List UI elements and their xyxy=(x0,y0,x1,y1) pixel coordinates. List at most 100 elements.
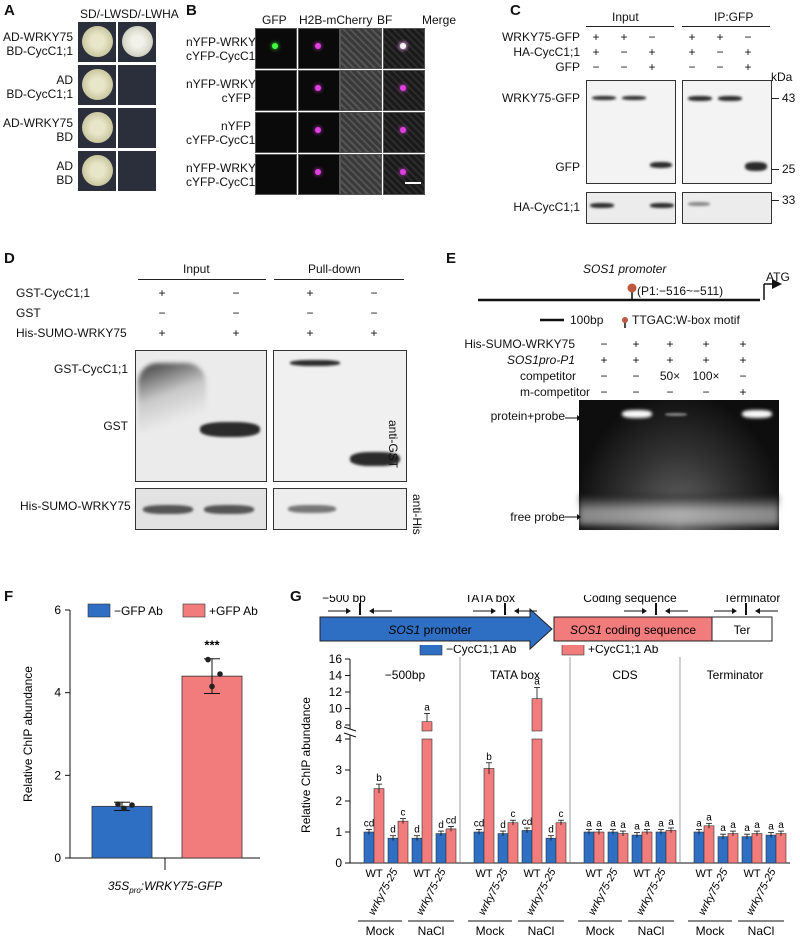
sign: − xyxy=(158,306,166,320)
micrograph xyxy=(298,154,340,195)
e-scale: 100bp xyxy=(570,313,604,327)
c-row-label: HA-CycC1;1 xyxy=(513,45,580,59)
y-tick-label: 4 xyxy=(54,686,61,700)
group-title: TATA box xyxy=(490,668,540,682)
bar xyxy=(665,830,677,864)
sign: + xyxy=(232,326,240,340)
panel-a-label: A xyxy=(4,2,15,19)
significance-letter: d xyxy=(390,825,396,836)
treatment-label: Mock xyxy=(476,924,506,937)
significance-letter: cd xyxy=(522,817,533,828)
legend-label: −CycC1;1 Ab xyxy=(446,645,517,656)
sign: + xyxy=(592,45,600,59)
y-tick-label: 1 xyxy=(335,825,342,839)
primer-reverse-head xyxy=(514,608,519,614)
panel-e-label: E xyxy=(446,250,457,267)
e-free-probe: free probe xyxy=(510,510,565,524)
sign: 100× xyxy=(692,369,720,383)
y-tick-label: 3 xyxy=(335,763,342,777)
y-tick-label: 10 xyxy=(329,702,343,716)
sign: − xyxy=(232,286,240,300)
bar xyxy=(507,822,519,864)
nucleus-signal xyxy=(400,43,406,49)
antibody-anti-gst: anti-GST xyxy=(386,420,400,469)
nucleus-signal xyxy=(315,43,321,49)
yeast-spot xyxy=(82,112,113,143)
c-band-wrky75-gfp: WRKY75-GFP xyxy=(501,91,580,105)
e-protein-probe: protein+probe xyxy=(490,409,565,423)
sign: + xyxy=(739,385,747,399)
treatment-label: NaCl xyxy=(528,924,555,937)
band xyxy=(742,410,772,418)
y-tick-label: 16 xyxy=(329,652,343,666)
significance-letter: a xyxy=(586,819,592,830)
sign: + xyxy=(306,286,314,300)
treatment-label: NaCl xyxy=(748,924,775,937)
legend-swatch xyxy=(87,603,111,618)
significance-letter: cd xyxy=(446,815,457,826)
sign: + xyxy=(744,60,752,74)
primer-forward-head xyxy=(491,608,496,614)
sign: + xyxy=(648,60,656,74)
sign: + xyxy=(702,337,710,351)
genotype-label: WT xyxy=(743,868,760,880)
legend-swatch xyxy=(182,603,206,618)
panel-c-kda: kDa xyxy=(771,70,793,84)
primer-reverse-head xyxy=(755,608,760,614)
data-point xyxy=(115,801,121,808)
region-label: Coding sequence xyxy=(583,595,677,605)
bar xyxy=(545,837,557,864)
sign: + xyxy=(632,337,640,351)
sos1-gene-structure: SOS1 promoter SOS1 coding sequence Ter −500… xyxy=(319,595,780,651)
band xyxy=(204,505,254,514)
ter-label: Ter xyxy=(734,623,751,637)
bar xyxy=(751,833,763,864)
panel-b-col-mcherry: H2B-mCherry xyxy=(299,13,373,27)
bar xyxy=(91,805,153,859)
sign: + xyxy=(592,30,600,44)
sign: − xyxy=(648,30,656,44)
sign: + xyxy=(158,326,166,340)
significance-letter: cd xyxy=(474,819,485,830)
sign: + xyxy=(648,45,656,59)
sign: − xyxy=(632,369,640,383)
axis-break xyxy=(343,732,357,738)
y-tick-label: 0 xyxy=(54,851,61,865)
y2h-row-label-1: AD xyxy=(56,73,73,87)
band xyxy=(665,413,687,416)
d-band-his-sumo: His-SUMO-WRKY75 xyxy=(20,499,131,513)
micrograph xyxy=(255,112,297,153)
d-band-gst-cycc1: GST-CycC1;1 xyxy=(53,362,128,376)
yeast-spot xyxy=(82,26,113,57)
bar xyxy=(741,836,753,864)
treatment-label: Mock xyxy=(696,924,726,937)
genotype-label: WT xyxy=(475,868,492,880)
micrograph xyxy=(340,154,382,195)
panel-c-ip: IP:GFP xyxy=(714,10,754,24)
micrograph xyxy=(340,70,382,111)
sign: + xyxy=(370,326,378,340)
treatment-label: Mock xyxy=(366,924,396,937)
legend-label: +CycC1;1 Ab xyxy=(588,645,659,656)
sign: − xyxy=(620,45,628,59)
significance-letter: c xyxy=(401,808,406,819)
significance-letter: a xyxy=(634,822,640,833)
sign: + xyxy=(306,326,314,340)
band xyxy=(288,505,336,513)
bar xyxy=(435,833,447,864)
band xyxy=(622,410,652,418)
significance: *** xyxy=(204,637,220,652)
genotype-label: WT xyxy=(633,868,650,880)
scale-bar xyxy=(405,182,421,184)
significance-letter: c xyxy=(559,809,564,820)
bifc-row-label-2: cYFP xyxy=(221,91,251,105)
bifc-row-label-2: cYFP-CycC1;1 xyxy=(186,175,266,189)
chip-chart-gfp: 0 2 4 6 Relative ChIP abundance *** −GFP Ab +GF… xyxy=(21,603,260,895)
y-tick-label: 2 xyxy=(335,794,342,808)
nucleus-signal xyxy=(315,127,321,133)
bar xyxy=(593,831,605,864)
micrograph xyxy=(340,112,382,153)
sign: + xyxy=(739,353,747,367)
sign: − xyxy=(232,306,240,320)
